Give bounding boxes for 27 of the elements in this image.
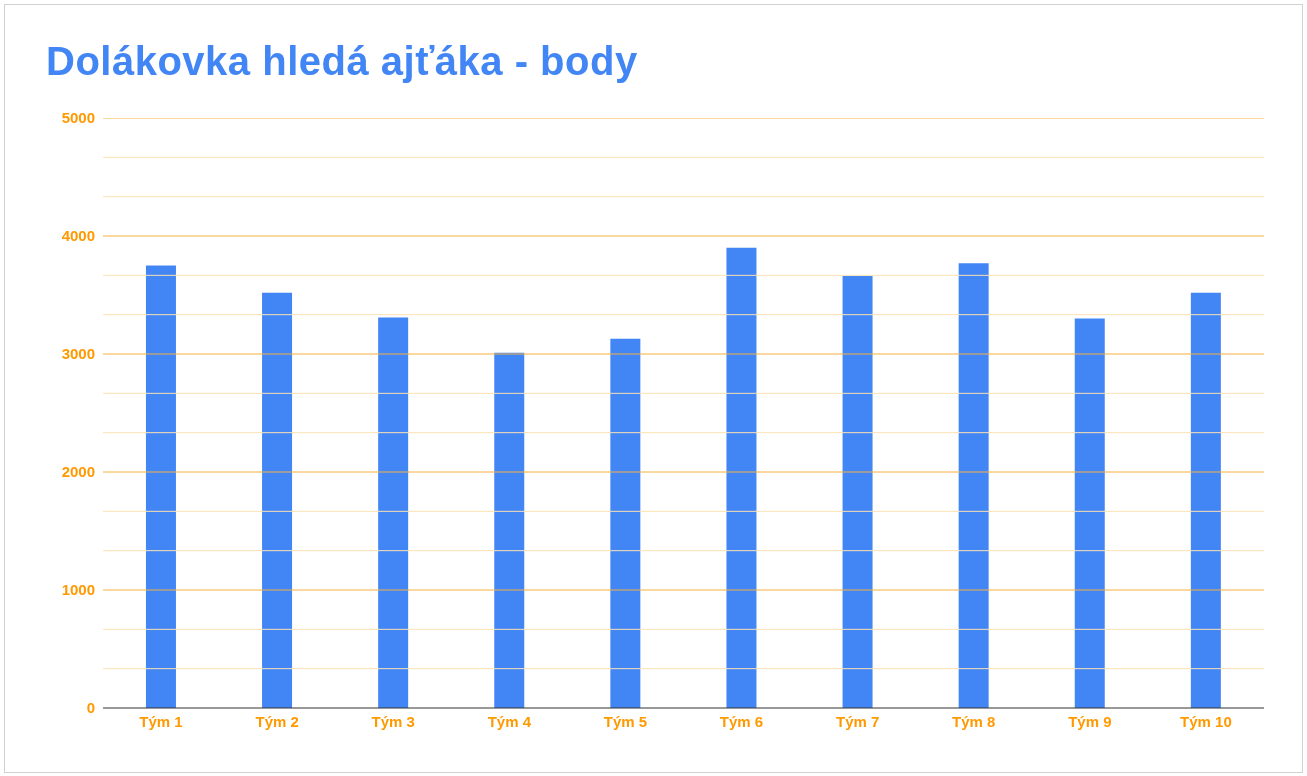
x-tick-label: Tým 4 [487, 712, 532, 730]
y-tick-label: 3000 [61, 345, 95, 363]
x-tick-label: Tým 9 [1068, 712, 1112, 730]
y-tick-label: 4000 [61, 227, 95, 245]
x-tick-label: Tým 3 [371, 712, 415, 730]
y-tick-label: 5000 [61, 109, 95, 127]
x-tick-label: Tým 1 [139, 712, 183, 730]
bar [842, 276, 873, 708]
y-tick-label: 0 [86, 699, 95, 717]
y-tick-label: 1000 [61, 581, 95, 599]
bar [494, 352, 525, 708]
bar [1074, 318, 1105, 708]
x-tick-label: Tým 7 [835, 712, 880, 730]
x-tick-label: Tým 8 [952, 712, 996, 730]
x-tick-label: Tým 5 [603, 712, 648, 730]
bar [958, 263, 989, 708]
bar [610, 338, 641, 708]
bar [262, 292, 293, 708]
x-tick-label: Tým 10 [1180, 712, 1232, 730]
y-tick-label: 2000 [61, 463, 95, 481]
x-tick-label: Tým 2 [255, 712, 299, 730]
bar [145, 265, 176, 708]
chart-title: Dolákovka hledá ajťáka - body [46, 39, 638, 84]
bar [378, 317, 409, 708]
bar [1190, 292, 1221, 708]
x-tick-label: Tým 6 [719, 712, 764, 730]
bar [726, 247, 757, 708]
